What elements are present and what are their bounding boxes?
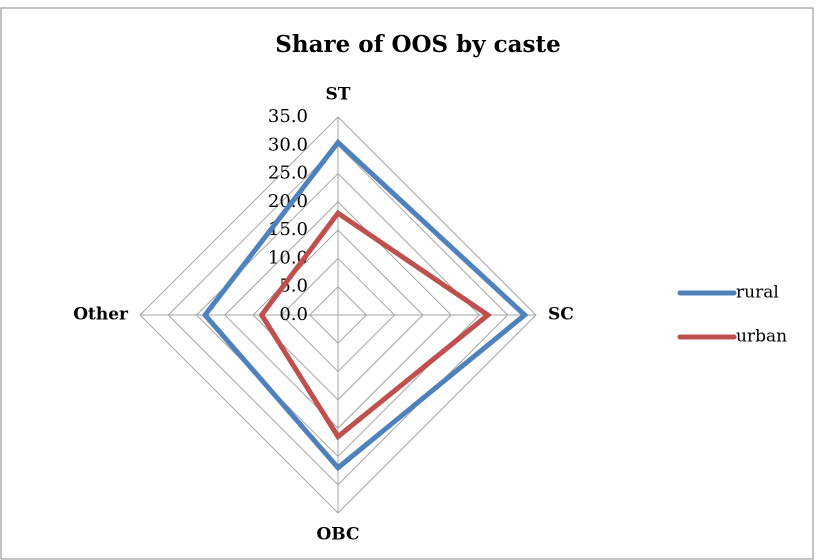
chart-frame [0,7,814,560]
axis-tick-label: 0.0 [279,304,308,325]
axis-tick-label: 25.0 [268,163,308,184]
category-label: Other [73,305,129,325]
legend-label: urban [736,327,787,347]
series-line [258,209,493,441]
category-label: SC [548,305,574,325]
axis-tick-label: 35.0 [268,106,308,127]
chart-title: Share of OOS by caste [275,31,561,58]
legend-label: rural [736,283,779,303]
category-label: OBC [316,525,359,545]
axis-tick-label: 30.0 [268,134,308,155]
category-label: ST [326,85,351,105]
series-line [201,138,529,472]
